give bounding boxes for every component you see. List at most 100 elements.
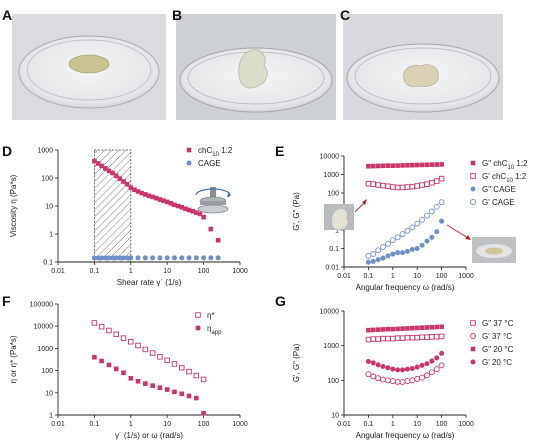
- y-tick-label: 1000: [323, 343, 339, 350]
- data-point: [424, 361, 430, 367]
- data-point: [146, 193, 152, 199]
- legend-marker: [195, 312, 201, 318]
- data-point: [404, 227, 411, 234]
- data-point: [179, 204, 185, 210]
- data-point: [150, 255, 156, 261]
- data-point: [208, 226, 214, 232]
- x-tick-label: 100: [436, 273, 448, 280]
- panel-label-A: A: [2, 7, 12, 23]
- data-point: [419, 334, 425, 340]
- data-point: [370, 163, 376, 169]
- data-point: [143, 381, 148, 386]
- data-point: [380, 182, 386, 189]
- data-point: [113, 331, 119, 338]
- legend-label: G" chC10 1:2: [482, 159, 528, 171]
- legend-label: CAGE: [198, 159, 221, 168]
- panel-label-D: D: [2, 143, 12, 159]
- x-tick-label: 100: [198, 268, 210, 275]
- data-point: [193, 255, 199, 261]
- data-point: [370, 181, 376, 187]
- data-point: [433, 366, 440, 373]
- series-G-2: [366, 324, 444, 333]
- data-point: [103, 166, 108, 171]
- data-point: [395, 326, 400, 332]
- legend-marker: [186, 147, 192, 153]
- x-tick-label: 1000: [232, 421, 248, 428]
- x-tick-label: 1000: [232, 268, 248, 275]
- legend-marker: [470, 359, 476, 365]
- data-point: [400, 163, 405, 168]
- data-point: [390, 251, 396, 257]
- x-tick-label: 0.01: [337, 273, 351, 280]
- x-tick-label: 0.1: [364, 273, 374, 280]
- series-D-0: [92, 158, 221, 243]
- x-tick-label: 0.01: [51, 421, 65, 428]
- data-point: [429, 358, 435, 364]
- data-point: [409, 183, 416, 190]
- data-point: [439, 324, 444, 330]
- data-point: [208, 255, 214, 261]
- data-point: [161, 198, 166, 203]
- data-point: [380, 376, 386, 383]
- data-point: [370, 327, 376, 333]
- data-point: [385, 183, 391, 190]
- x-tick-label: 1: [129, 268, 133, 275]
- legend-label: G' 20 °C: [482, 358, 512, 367]
- legend-marker: [470, 160, 476, 166]
- series-G-3: [365, 350, 445, 373]
- panel-label-B: B: [172, 7, 182, 23]
- data-point: [194, 395, 199, 401]
- series-G-1: [365, 362, 445, 385]
- gel-sample: [403, 64, 439, 87]
- data-point: [365, 252, 372, 259]
- y-tick-label: 0.1: [43, 260, 53, 267]
- y-tick-label: 100: [327, 378, 339, 385]
- legend-label: chC10 1:2: [198, 146, 233, 158]
- x-tick-label: 0.01: [337, 421, 351, 428]
- legend-marker: [470, 186, 476, 192]
- data-point: [215, 237, 221, 243]
- y-tick-label: 10000: [34, 324, 54, 331]
- data-point: [429, 162, 435, 167]
- data-point: [168, 200, 174, 206]
- data-point: [365, 358, 371, 364]
- legend-marker: [195, 325, 201, 331]
- y-tick-label: 100: [41, 368, 53, 375]
- data-point: [370, 336, 376, 342]
- legend-marker: [470, 333, 476, 339]
- x-tick-label: 1: [129, 421, 133, 428]
- x-tick-label: 10: [413, 421, 421, 428]
- legend-marker: [470, 199, 476, 205]
- data-point: [139, 190, 145, 196]
- data-point: [400, 367, 406, 373]
- data-point: [400, 250, 406, 256]
- data-point: [186, 393, 192, 399]
- legend-marker: [470, 173, 476, 179]
- data-point: [150, 194, 155, 200]
- data-point: [121, 255, 127, 261]
- data-point: [164, 255, 170, 261]
- data-point: [121, 370, 126, 376]
- data-point: [384, 240, 391, 247]
- y-tick-label: 0.1: [329, 246, 339, 253]
- data-point: [117, 176, 123, 181]
- y-tick-label: 1: [335, 228, 339, 235]
- data-point: [157, 385, 163, 390]
- data-point: [424, 212, 430, 219]
- data-point: [399, 231, 406, 238]
- y-tick-label: 1000: [323, 172, 339, 179]
- data-point: [395, 250, 401, 256]
- data-point: [113, 366, 119, 372]
- data-point: [370, 251, 377, 258]
- y-tick-label: 10: [331, 413, 339, 420]
- data-point: [121, 179, 126, 184]
- data-point: [414, 364, 420, 370]
- y-tick-label: 10: [45, 204, 53, 211]
- data-point: [215, 255, 221, 261]
- photo-C: [343, 14, 503, 120]
- data-point: [414, 375, 421, 382]
- data-point: [429, 324, 435, 330]
- y-axis-label: η or η* (Pa*s): [9, 335, 18, 383]
- data-point: [375, 247, 382, 254]
- legend-marker: [186, 160, 192, 166]
